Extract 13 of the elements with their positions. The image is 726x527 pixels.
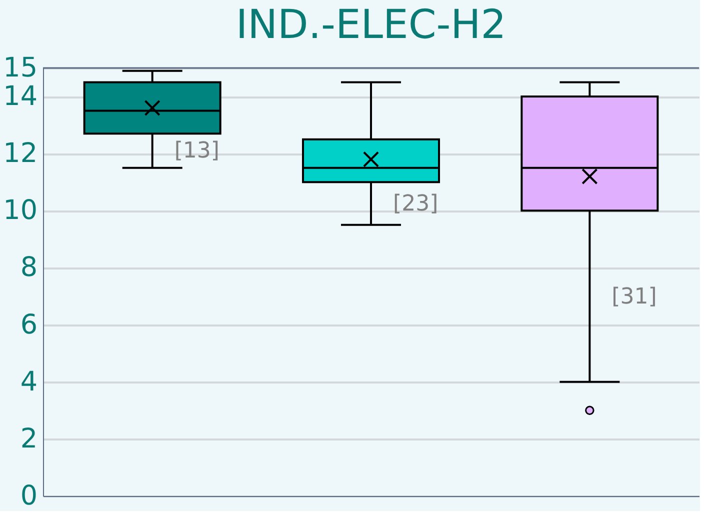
y-tick-label: 6 xyxy=(20,309,38,340)
y-tick-label: 12 xyxy=(3,138,38,170)
y-tick-label: 14 xyxy=(3,81,38,112)
annotation: [13] xyxy=(174,138,220,164)
y-tick-label: 2 xyxy=(20,423,38,454)
y-tick-label: 0 xyxy=(20,480,38,512)
annotation: [23] xyxy=(393,192,438,217)
y-tick-label: 15 xyxy=(3,52,38,84)
y-tick-label: 8 xyxy=(20,252,38,284)
annotation: [31] xyxy=(612,284,657,310)
y-tick-label: 10 xyxy=(3,195,38,226)
chart-title: IND.-ELEC-H2 xyxy=(236,2,506,48)
y-tick-label: 4 xyxy=(20,366,38,398)
